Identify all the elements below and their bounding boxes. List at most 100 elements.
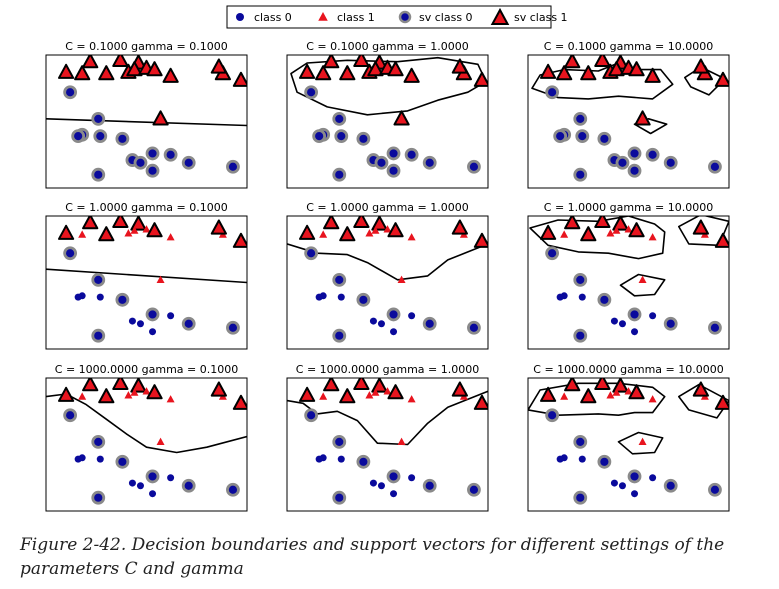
sv-class1-point-8-9 <box>628 384 645 400</box>
class1-point-8-10 <box>648 395 657 403</box>
sv-class0-point-1-9 <box>386 163 401 178</box>
class1-point-3-10 <box>166 233 175 241</box>
sv-class1-point-3-14 <box>210 219 227 235</box>
sv-class1-point-0-2 <box>82 55 99 69</box>
sv-class0-point-1-7 <box>374 155 389 170</box>
sv-class0-point-3-1 <box>91 272 106 287</box>
sv-class0-point-2-13 <box>553 129 568 144</box>
sv-class0-point-7-1 <box>332 434 347 449</box>
sv-class0-point-3-12 <box>226 320 240 335</box>
sv-class1-point-5-0 <box>539 224 557 240</box>
sv-class0-point-1-5 <box>386 146 401 161</box>
sv-class0-point-4-0 <box>304 246 319 261</box>
class1-point-6-8 <box>142 387 151 395</box>
panel-8: C = 1000.0000 gamma = 10.0000 <box>527 363 730 512</box>
sv-class0-point-1-8 <box>332 167 347 182</box>
sv-class0-point-5-11 <box>663 316 678 331</box>
sv-class1-point-7-12 <box>473 394 488 410</box>
class0-point-6-9 <box>149 490 157 498</box>
decision-boundary-6 <box>46 393 247 454</box>
sv-class1-point-1-12 <box>473 71 488 87</box>
sv-class0-point-3-0 <box>63 246 78 261</box>
panel-frame-3 <box>45 215 248 350</box>
class1-point-4-5 <box>365 229 374 237</box>
sv-class1-point-2-14 <box>692 58 709 74</box>
class1-point-8-1 <box>560 392 569 400</box>
sv-class1-point-7-3 <box>339 388 356 404</box>
sv-class1-point-2-7 <box>608 61 625 77</box>
panel-4: C = 1.0000 gamma = 1.0000 <box>286 201 489 350</box>
sv-class0-point-3-8 <box>91 328 106 343</box>
sv-class0-point-4-11 <box>422 316 437 331</box>
sv-class0-point-1-3 <box>334 129 349 144</box>
class0-point-5-7 <box>618 320 626 328</box>
legend-entry-0: class 0 <box>236 11 292 24</box>
sv-class0-point-2-11 <box>663 155 678 170</box>
class0-point-7-13 <box>315 455 323 463</box>
class0-point-3-13 <box>74 293 82 301</box>
legend-marker-0 <box>236 13 244 21</box>
sv-class1-point-1-1 <box>315 65 332 81</box>
panel-1: C = 0.1000 gamma = 1.0000 <box>286 40 489 189</box>
sv-class0-point-7-0 <box>304 408 319 423</box>
legend-label-3: sv class 1 <box>514 11 568 24</box>
sv-class1-point-4-9 <box>387 222 404 238</box>
sv-class1-point-8-4 <box>594 378 611 390</box>
class0-point-8-13 <box>556 455 564 463</box>
sv-class1-point-6-2 <box>82 378 99 392</box>
sv-class0-point-0-1 <box>91 111 106 126</box>
sv-class0-point-6-12 <box>226 482 240 497</box>
sv-class1-point-2-10 <box>644 67 661 83</box>
sv-class1-point-8-6 <box>612 378 629 393</box>
class0-point-6-13 <box>74 455 82 463</box>
sv-class1-point-6-4 <box>112 378 129 390</box>
class0-point-4-6 <box>369 317 377 325</box>
decision-boundary-5-2 <box>619 273 666 297</box>
sv-class1-point-0-0 <box>57 63 75 79</box>
class0-point-4-9 <box>390 328 398 336</box>
sv-class0-point-1-13 <box>312 129 327 144</box>
sv-class1-point-2-4 <box>594 55 611 67</box>
class1-point-5-1 <box>560 230 569 238</box>
class1-point-7-8 <box>383 387 392 395</box>
sv-class1-point-3-0 <box>57 224 75 240</box>
sv-class0-point-0-13 <box>71 129 86 144</box>
sv-class0-point-5-12 <box>708 320 722 335</box>
panel-frame-1 <box>286 54 489 189</box>
sv-class0-point-5-5 <box>627 307 642 322</box>
legend-label-1: class 1 <box>337 11 375 24</box>
class1-point-5-8 <box>624 225 633 233</box>
sv-class1-point-1-4 <box>353 55 370 67</box>
sv-class1-point-7-14 <box>451 381 468 397</box>
sv-class0-point-7-8 <box>332 490 347 505</box>
class1-point-8-13 <box>638 437 647 445</box>
sv-class0-point-6-4 <box>115 454 130 469</box>
sv-class1-point-2-2 <box>564 55 581 69</box>
class0-point-5-3 <box>578 293 586 301</box>
legend-entry-2: sv class 0 <box>398 10 473 24</box>
sv-class0-point-2-0 <box>545 85 560 100</box>
class1-point-8-7 <box>612 388 621 396</box>
legend-marker-3 <box>490 7 510 25</box>
legend-frame <box>226 5 552 29</box>
class0-point-8-7 <box>618 482 626 490</box>
sv-class1-point-0-14 <box>210 58 227 74</box>
sv-class0-point-8-4 <box>597 454 612 469</box>
sv-class1-point-8-0 <box>539 386 557 402</box>
sv-class0-point-2-5 <box>627 146 642 161</box>
panel-title-0: C = 0.1000 gamma = 0.1000 <box>65 40 227 53</box>
class0-point-8-6 <box>610 479 618 487</box>
class0-point-5-13 <box>556 293 564 301</box>
class0-point-8-9 <box>631 490 639 498</box>
sv-class0-point-0-10 <box>163 147 178 162</box>
decision-boundary-1-0 <box>290 56 487 116</box>
class1-point-5-10 <box>648 233 657 241</box>
sv-class1-point-1-0 <box>298 63 316 79</box>
sv-class0-point-4-8 <box>332 328 347 343</box>
sv-class1-point-6-6 <box>130 378 147 393</box>
class0-point-4-3 <box>337 293 345 301</box>
class1-point-4-10 <box>407 233 416 241</box>
panel-title-2: C = 0.1000 gamma = 10.0000 <box>544 40 713 53</box>
class1-point-5-13 <box>638 275 647 283</box>
